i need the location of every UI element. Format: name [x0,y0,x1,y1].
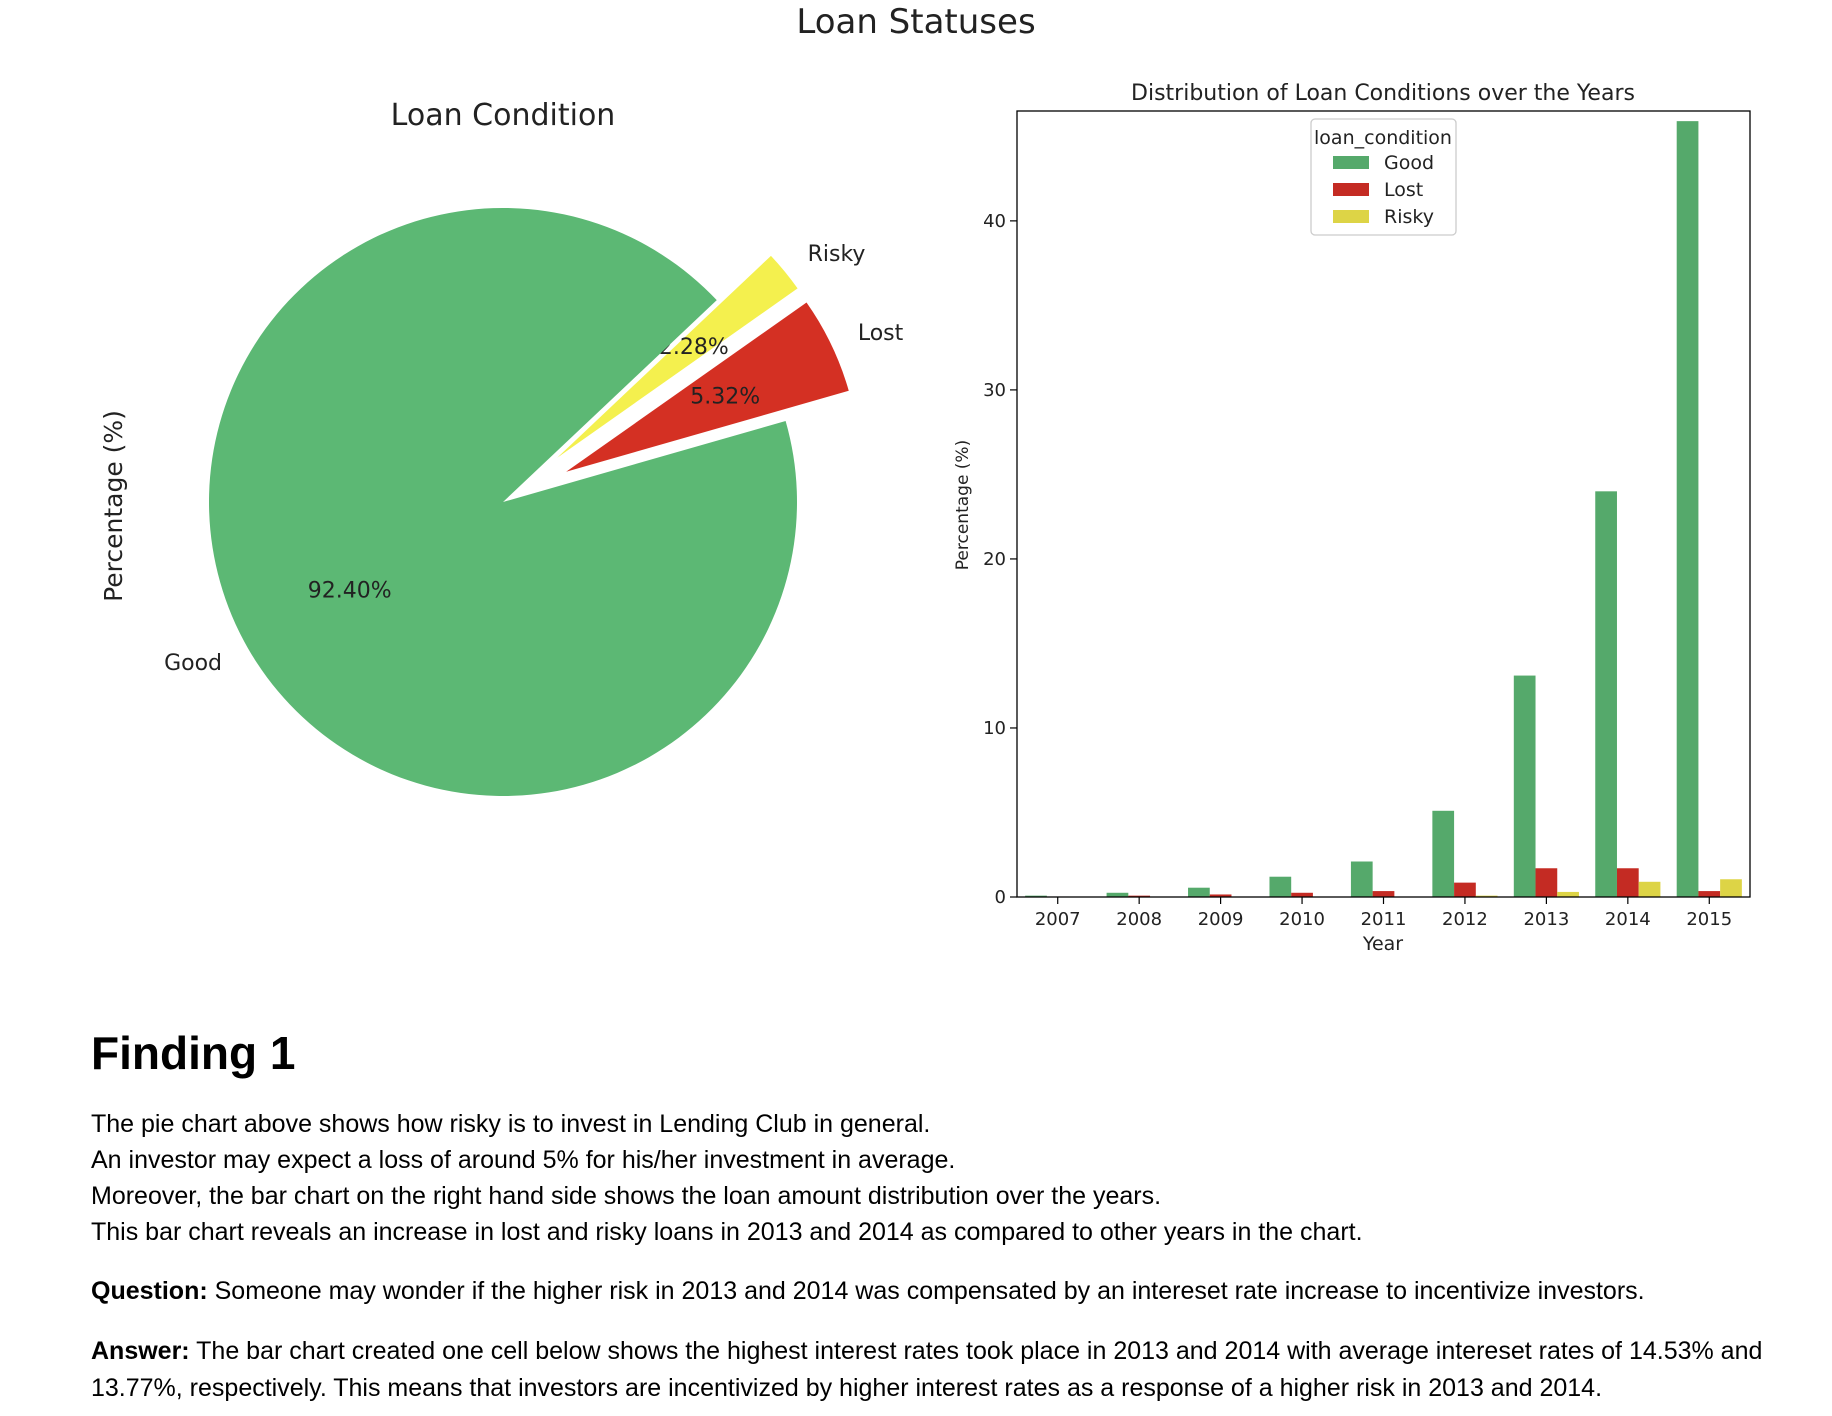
y-tick-label: 30 [983,380,1006,401]
finding-line: This bar chart reveals an increase in lo… [91,1218,1363,1246]
x-tick-label-2008: 2008 [1116,909,1162,930]
finding-line: The pie chart above shows how risky is t… [91,1110,931,1138]
bar-lost-2012 [1454,882,1476,897]
bar-lost-2011 [1372,891,1395,897]
figure-title: Loan Statuses [796,2,1035,42]
pie-title: Loan Condition [391,98,616,133]
bar-risky-2012 [1475,895,1498,897]
x-tick-label-2010: 2010 [1279,909,1325,930]
legend-label-risky: Risky [1384,206,1434,228]
answer-label: Answer: [91,1337,190,1365]
bar-lost-2014 [1616,868,1639,897]
bar-good-2011 [1350,861,1373,897]
question-paragraph: Question: Someone may wonder if the high… [91,1273,1811,1310]
x-tick-label-2012: 2012 [1442,909,1488,930]
figure: Loan Statuses Loan Condition Percentage … [99,2,1751,955]
finding-heading: Finding 1 [91,1027,296,1079]
bar-risky-2013 [1557,891,1579,897]
pie-pct-label-lost: 5.32% [690,385,760,410]
legend-box [1310,118,1457,236]
x-tick-label-2009: 2009 [1198,909,1244,930]
bar-good-2010 [1269,876,1292,897]
question-label: Question: [91,1277,208,1305]
bar-good-2014 [1595,491,1617,897]
legend-label-lost: Lost [1384,179,1423,201]
bar-good-2007 [1025,895,1047,897]
legend-swatch-lost [1333,183,1369,196]
x-tick-label-2007: 2007 [1035,909,1081,930]
bar-lost-2013 [1535,868,1558,897]
bar-lost-2010 [1291,892,1313,897]
legend-swatch-good [1333,156,1369,169]
bar-title: Distribution of Loan Conditions over the… [1131,81,1635,106]
x-tick-label-2014: 2014 [1605,909,1651,930]
bar-lost-2015 [1698,891,1721,897]
y-tick-label: 40 [983,211,1006,232]
bar-good-2013 [1513,675,1536,897]
pie-slice-risky [557,255,798,458]
y-tick-label: 10 [983,718,1006,739]
y-tick-label: 0 [995,887,1006,908]
bar-xlabel: Year [1362,933,1403,955]
bar-lost-2009 [1209,894,1232,897]
pie-slice-good [209,208,798,797]
bar-plot-frame [1016,110,1751,898]
answer-paragraph: Answer: The bar chart created one cell b… [91,1333,1811,1407]
finding-paragraph: The pie chart above shows how risky is t… [91,1106,1811,1250]
finding-line: An investor may expect a loss of around … [91,1146,956,1174]
pie-category-label-lost: Lost [858,321,904,346]
pie-category-label-good: Good [164,651,222,676]
bar-risky-2015 [1720,879,1742,897]
bar-legend: loan_condition Good Lost Risky [1310,118,1457,236]
bar-ylabel: Percentage (%) [953,440,973,570]
finding-section: Finding 1 The pie chart above shows how … [91,1026,1811,1407]
pie-category-label-risky: Risky [808,242,866,267]
finding-line: Moreover, the bar chart on the right han… [91,1182,1162,1210]
pie-chart: Loan Condition Percentage (%) 5.32%Lost2… [99,98,904,797]
bar-chart: Distribution of Loan Conditions over the… [953,81,1751,955]
x-tick-label-2015: 2015 [1686,909,1732,930]
pie-ylabel: Percentage (%) [99,410,128,602]
x-tick-label-2011: 2011 [1361,909,1407,930]
y-tick-label: 20 [983,549,1006,570]
legend-swatch-risky [1333,210,1369,223]
bar-good-2015 [1676,121,1699,897]
bar-risky-2014 [1638,881,1661,897]
bar-good-2012 [1432,810,1455,897]
bar-good-2008 [1106,892,1129,897]
pie-pct-label-good: 92.40% [308,578,392,603]
x-tick-label-2013: 2013 [1523,909,1569,930]
legend-title: loan_condition [1314,127,1452,149]
legend-label-good: Good [1384,152,1434,174]
question-text: Someone may wonder if the higher risk in… [214,1277,1645,1305]
bar-good-2009 [1188,887,1210,897]
pie-slice-lost [566,302,849,472]
answer-text: The bar chart created one cell below sho… [91,1337,1763,1402]
bar-lost-2008 [1128,895,1151,897]
